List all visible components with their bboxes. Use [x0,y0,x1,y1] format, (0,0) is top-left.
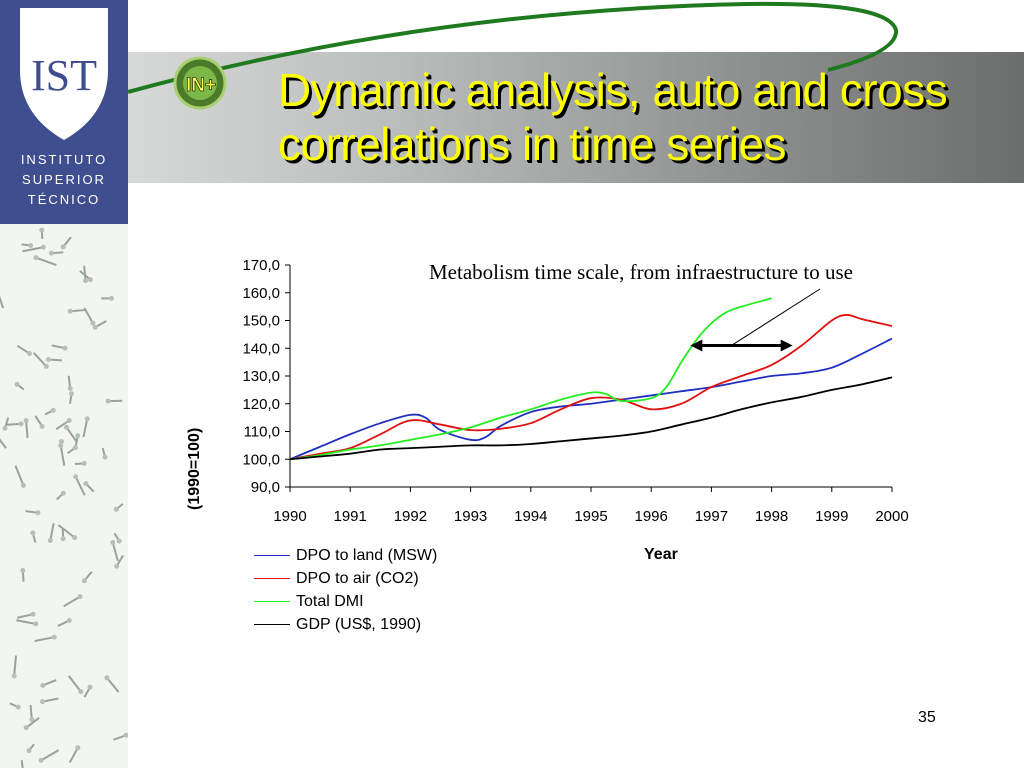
svg-text:IN+: IN+ [186,75,216,96]
chart-legend: DPO to land (MSW) DPO to air (CO2) Total D… [254,544,437,636]
series-line-0 [289,337,893,461]
x-axis-label: Year [644,546,678,563]
legend-swatch [254,555,290,556]
x-tick-label: 1992 [394,508,427,525]
arrow-head-right [780,339,793,352]
y-tick-label: 120,0 [242,396,280,413]
legend-item: GDP (US$, 1990) [254,613,437,636]
ist-shield-icon: IST [20,8,108,140]
y-tick-label: 170,0 [242,257,280,274]
molecule-pattern-decoration [0,227,128,768]
institution-name-line1: INSTITUTO [20,152,108,167]
line-chart: 90,0 100,0 110,0 120,0 130,0 140,0 150,0 160,0 1… [242,257,908,525]
y-tick-label: 150,0 [242,313,280,330]
y-tick-label: 90,0 [251,479,280,496]
legend-label: DPO to land (MSW) [296,546,438,564]
legend-swatch [254,578,290,579]
x-tick-label: 1993 [454,508,487,525]
x-tick-label: 1990 [273,508,306,525]
institution-logo: IST INSTITUTO SUPERIOR TÉCNICO [0,0,128,224]
sidebar: IST INSTITUTO SUPERIOR TÉCNICO [0,0,128,768]
legend-label: Total DMI [296,592,364,610]
legend-swatch [254,624,290,625]
page-title-line2: correlations in time series [278,118,787,170]
institution-name-line3: TÉCNICO [27,192,101,207]
annotation-pointer-line [731,288,821,346]
y-tick-label: 130,0 [242,368,280,385]
arrow-head-left [690,339,703,352]
y-axis-label: (1990=100) [186,427,203,510]
y-tick-label: 140,0 [242,340,280,357]
legend-item: DPO to land (MSW) [254,544,437,567]
series-line-1 [289,314,893,461]
legend-item: DPO to air (CO2) [254,567,437,590]
series-line-2 [289,297,772,461]
legend-label: GDP (US$, 1990) [296,615,422,633]
in-plus-logo-icon: IN+ [173,56,227,110]
x-tick-label: 2000 [875,508,908,525]
annotation-text: Metabolism time scale, from infraestruct… [429,260,853,284]
x-tick-label: 1998 [755,508,788,525]
svg-text:IST: IST [31,51,97,100]
legend-item: Total DMI [254,590,437,613]
page-number: 35 [918,709,936,726]
series-line-3 [289,376,893,461]
x-tick-label: 1996 [635,508,668,525]
x-tick-label: 1997 [695,508,728,525]
y-tick-label: 160,0 [242,285,280,302]
y-tick-label: 100,0 [242,451,280,468]
x-tick-label: 1994 [514,508,547,525]
page-title-line1: Dynamic analysis, auto and cross [278,64,948,116]
x-tick-label: 1999 [815,508,848,525]
legend-swatch [254,601,290,602]
green-swoosh-decoration [128,1,898,94]
header-band [128,52,1024,183]
legend-label: DPO to air (CO2) [296,569,419,587]
institution-name-line2: SUPERIOR [22,172,106,187]
y-tick-label: 110,0 [244,424,280,441]
x-tick-label: 1995 [574,508,607,525]
x-tick-label: 1991 [334,508,367,525]
